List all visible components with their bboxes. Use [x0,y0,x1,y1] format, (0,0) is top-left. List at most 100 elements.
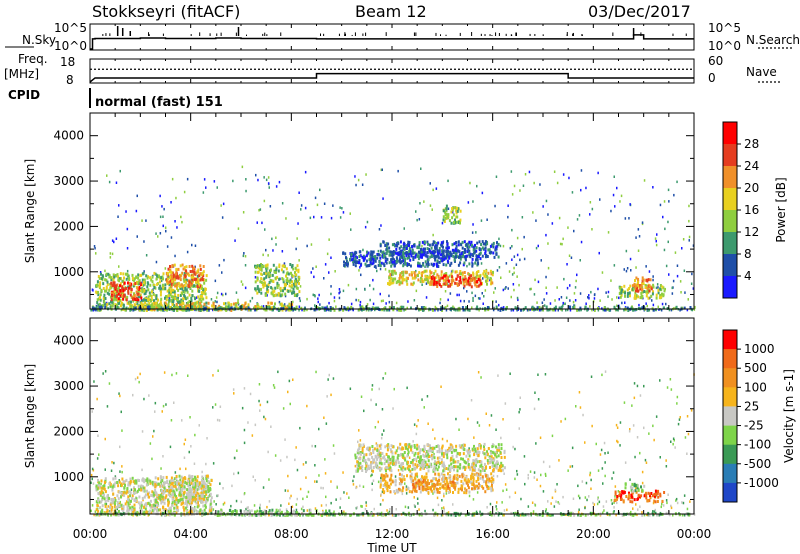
echo-cell [297,268,300,272]
echo-speck [557,501,559,504]
echo-cell [106,302,109,306]
echo-speck [476,491,479,494]
echo-speck [439,301,441,305]
echo-cell [109,484,112,488]
echo-cell [170,290,172,294]
echo-speck [297,222,299,225]
echo-cell [417,263,419,267]
echo-speck [244,286,247,290]
echo-speck [597,496,599,499]
echo-speck [655,243,658,247]
echo-speck [678,418,681,421]
cpid-text: normal (fast) 151 [95,95,223,110]
echo-speck [198,492,200,495]
echo-cell [207,306,210,310]
echo-cell [434,245,437,249]
echo-speck [291,505,294,508]
echo-cell [98,284,101,288]
echo-cell [374,264,377,268]
echo-cell [264,283,267,287]
echo-cell [170,298,173,302]
echo-speck [490,414,493,417]
echo-cell [641,287,644,291]
echo-cell [293,284,296,288]
echo-speck [624,306,627,309]
echo-speck [437,503,440,507]
echo-cell [423,251,426,255]
echo-cell [199,284,202,288]
echo-cell [200,304,203,308]
echo-cell [122,509,125,513]
echo-cell [141,272,144,276]
echo-cell [191,273,194,277]
echo-cell [141,283,144,287]
echo-cell [233,302,235,306]
echo-speck [619,421,622,424]
echo-cell [446,278,449,282]
echo-speck [298,259,300,262]
echo-cell [110,298,113,302]
echo-speck [569,309,572,312]
echo-cell [437,265,440,268]
echo-cell [270,268,272,272]
echo-cell [185,265,188,269]
echo-cell [661,285,664,289]
echo-cell [646,286,649,290]
echo-speck [643,426,645,430]
echo-speck [590,478,592,482]
echo-cell [662,286,665,290]
echo-cell [192,267,194,271]
echo-speck [577,514,579,517]
echo-cell [141,290,144,294]
echo-speck [165,403,167,406]
echo-speck [495,428,497,431]
echo-cell [443,274,446,278]
echo-cell [487,248,490,252]
echo-cell [419,264,421,268]
echo-cell [183,272,186,276]
echo-speck [347,308,350,312]
echo-speck [436,496,439,500]
echo-speck [170,236,173,239]
echo-cell [197,494,200,498]
echo-speck [617,440,619,444]
echo-cell [689,306,692,309]
echo-cell [254,266,257,270]
echo-cell [95,484,98,488]
echo-cell [141,305,144,309]
echo-speck [389,508,391,511]
echo-speck [243,441,246,445]
echo-speck [521,216,524,219]
velocity-data [90,369,696,517]
echo-cell [102,491,105,495]
echo-cell [264,308,267,312]
echo-cell [497,255,500,259]
echo-cell [159,284,162,288]
echo-cell [370,262,373,266]
echo-cell [452,251,455,255]
echo-cell [142,280,145,284]
echo-speck [655,511,657,515]
echo-cell [138,488,140,492]
colorbar-tick-label: 28 [744,137,759,151]
echo-cell [489,269,492,273]
echo-speck [421,283,423,286]
echo-cell [408,241,411,244]
echo-speck [390,306,393,310]
echo-speck [546,514,548,517]
echo-cell [461,271,464,275]
echo-cell [185,509,188,513]
echo-cell [133,503,136,507]
echo-speck [683,269,686,272]
echo-cell [170,282,173,286]
echo-cell [291,283,294,287]
echo-speck [90,481,92,484]
echo-speck [130,488,133,491]
echo-cell [298,290,301,294]
echo-speck [300,204,303,207]
echo-speck [110,469,113,472]
echo-speck [522,184,525,187]
echo-cell [388,253,391,257]
echo-cell [451,243,454,247]
echo-speck [484,289,487,292]
